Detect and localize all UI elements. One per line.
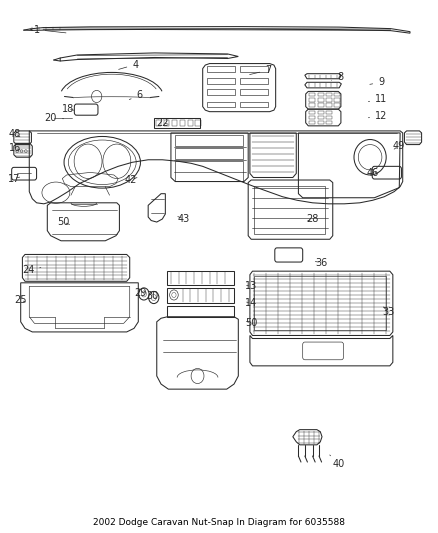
Bar	[318, 111, 324, 114]
Bar	[187, 120, 193, 126]
Bar	[154, 118, 200, 128]
Text: 49: 49	[392, 141, 405, 151]
Bar	[318, 98, 324, 101]
Bar	[334, 103, 340, 107]
Bar	[318, 93, 324, 96]
Bar	[175, 135, 243, 146]
Text: 22: 22	[156, 118, 169, 128]
Text: 30: 30	[146, 292, 159, 302]
Text: 1: 1	[34, 25, 66, 35]
Bar	[164, 120, 170, 126]
Text: 29: 29	[135, 288, 147, 298]
Bar	[309, 111, 315, 114]
Text: 33: 33	[382, 306, 395, 317]
Bar	[318, 116, 324, 119]
Bar	[240, 102, 268, 107]
Bar	[240, 66, 268, 72]
Text: 13: 13	[245, 281, 257, 292]
Text: 14: 14	[245, 298, 257, 308]
Text: 18: 18	[62, 104, 74, 114]
Bar	[240, 89, 268, 95]
Bar	[207, 66, 235, 72]
Bar	[175, 148, 243, 159]
Bar	[309, 121, 315, 124]
Text: 50: 50	[57, 217, 70, 227]
Text: 7: 7	[250, 65, 272, 75]
Text: 8: 8	[332, 72, 343, 82]
Text: 12: 12	[368, 111, 388, 120]
Bar	[326, 111, 332, 114]
Bar	[172, 120, 177, 126]
Bar	[326, 98, 332, 101]
Bar	[167, 288, 234, 303]
Text: 9: 9	[370, 77, 384, 87]
Text: 4: 4	[119, 60, 138, 70]
Text: 48: 48	[9, 130, 21, 140]
Text: 16: 16	[9, 143, 21, 153]
Bar	[207, 89, 235, 95]
Bar	[240, 78, 268, 84]
Bar	[195, 120, 201, 126]
Bar	[326, 103, 332, 107]
Bar	[334, 93, 340, 96]
Text: 50: 50	[245, 318, 258, 328]
Bar	[207, 78, 235, 84]
Bar	[326, 121, 332, 124]
Text: 20: 20	[45, 113, 64, 123]
Bar	[326, 93, 332, 96]
Bar	[309, 103, 315, 107]
Bar	[309, 93, 315, 96]
Text: 40: 40	[330, 455, 344, 469]
Text: 17: 17	[7, 174, 20, 183]
Bar	[175, 161, 243, 181]
Bar	[318, 121, 324, 124]
Text: 42: 42	[125, 175, 137, 185]
Text: 2002 Dodge Caravan Nut-Snap In Diagram for 6035588: 2002 Dodge Caravan Nut-Snap In Diagram f…	[93, 518, 345, 527]
Text: 36: 36	[315, 257, 327, 268]
Bar	[254, 276, 386, 330]
Bar	[167, 305, 234, 317]
Bar	[309, 116, 315, 119]
Text: 43: 43	[178, 214, 190, 224]
Text: 6: 6	[129, 91, 143, 100]
Text: 24: 24	[22, 265, 41, 274]
Text: 46: 46	[367, 168, 379, 179]
Bar	[180, 120, 185, 126]
Bar	[309, 98, 315, 101]
Text: 28: 28	[307, 214, 319, 224]
Bar	[207, 102, 235, 107]
Bar	[318, 103, 324, 107]
Text: 25: 25	[14, 295, 27, 305]
Bar	[254, 186, 325, 234]
Bar	[156, 120, 162, 126]
Text: 11: 11	[368, 94, 387, 104]
Bar	[334, 98, 340, 101]
Bar	[167, 271, 234, 285]
Bar	[326, 116, 332, 119]
